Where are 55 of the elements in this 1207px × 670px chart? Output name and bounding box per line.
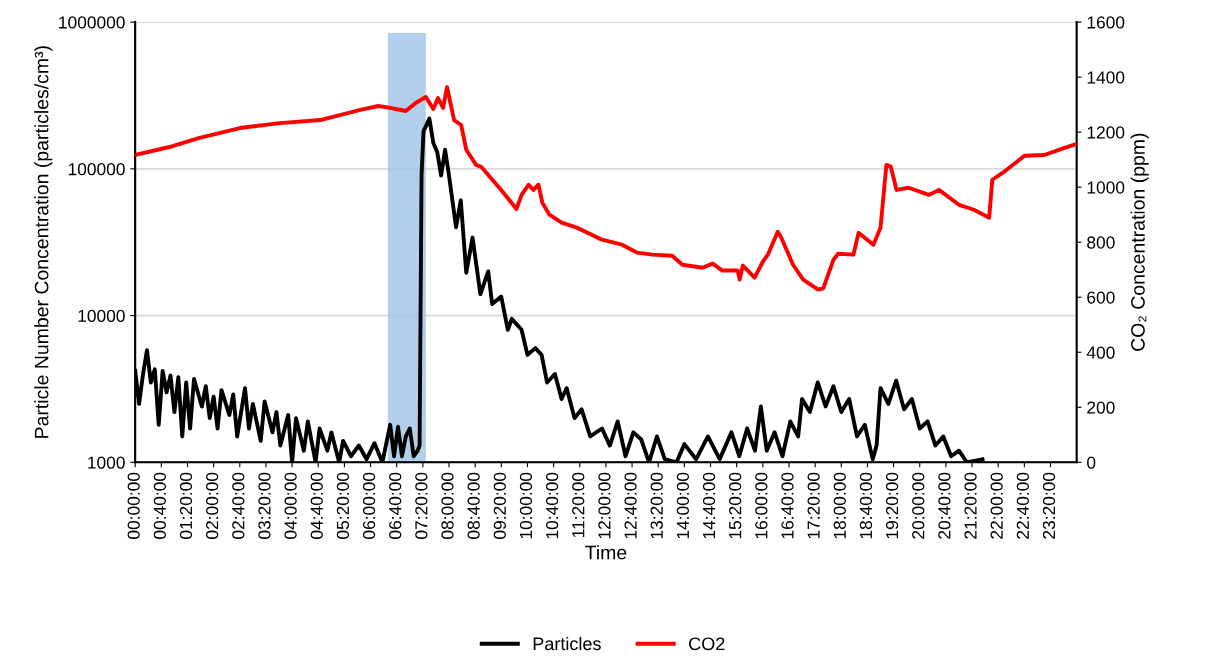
x-tick-label: 08:40:00	[467, 472, 480, 539]
x-tick-label: 06:40:00	[389, 472, 402, 539]
y2-tick-label: 1200	[1087, 126, 1125, 139]
y2-tick-label: 1000	[1087, 181, 1125, 194]
x-tick-label: 14:00:00	[676, 472, 690, 539]
y-tick-label: 10000	[78, 309, 125, 323]
x-tick-label: 09:20:00	[493, 472, 506, 539]
y2-tick-label: 200	[1087, 401, 1115, 414]
x-tick-label: 21:20:00	[964, 472, 977, 539]
y-tick-label: 100000	[68, 163, 125, 176]
x-tick-label: 20:40:00	[938, 472, 951, 539]
x-tick-label: 17:20:00	[807, 472, 820, 539]
x-tick-label: 22:00:00	[990, 472, 1003, 539]
y2-tick-label: 800	[1087, 236, 1115, 249]
legend-label: Particles	[533, 636, 601, 651]
x-tick-label: 12:40:00	[624, 472, 637, 539]
y2-tick-label: 1400	[1087, 71, 1125, 84]
x-tick-label: 15:20:00	[729, 472, 742, 539]
x-tick-label: 11:20:00	[572, 472, 585, 537]
x-tick-label: 05:20:00	[336, 472, 350, 539]
y2-tick-label: 1600	[1087, 16, 1125, 29]
x-tick-label: 02:40:00	[232, 472, 245, 539]
y2-tick-label: 0	[1087, 456, 1096, 469]
x-tick-label: 08:00:00	[441, 472, 454, 539]
x-tick-label: 07:20:00	[415, 472, 428, 539]
x-tick-label: 00:00:00	[127, 472, 140, 539]
x-tick-label: 04:00:00	[284, 472, 297, 539]
x-tick-label: 23:20:00	[1042, 472, 1056, 539]
y-tick-label: 1000	[88, 456, 125, 469]
legend-label: CO2	[689, 637, 725, 651]
y-axis-title: Particle Number Concentration (particles/cm³)	[34, 46, 53, 438]
x-tick-label: 13:20:00	[650, 472, 663, 539]
x-tick-label: 06:00:00	[362, 472, 376, 539]
x-tick-label: 00:40:00	[153, 472, 166, 539]
x-tick-label: 10:00:00	[519, 472, 533, 539]
x-tick-label: 02:00:00	[206, 472, 219, 539]
x-tick-label: 01:20:00	[179, 472, 193, 539]
x-tick-label: 19:20:00	[885, 472, 899, 539]
x-tick-label: 04:40:00	[310, 472, 323, 539]
x-tick-label: 14:40:00	[702, 472, 716, 539]
x-tick-label: 18:40:00	[859, 472, 873, 539]
x-tick-label: 16:40:00	[781, 472, 794, 539]
x-tick-label: 18:00:00	[833, 472, 846, 539]
x-tick-label: 12:00:00	[598, 472, 611, 539]
x-tick-label: 16:00:00	[755, 472, 768, 539]
x-tick-label: 10:40:00	[545, 472, 559, 539]
y-tick-label: 1000000	[59, 16, 125, 29]
y2-tick-label: 400	[1086, 346, 1115, 359]
y2-tick-label: 600	[1087, 291, 1115, 304]
x-tick-label: 22:40:00	[1016, 472, 1029, 539]
x-axis-title: Time	[585, 545, 627, 560]
y2-axis-title: CO₂ Concentration (ppm)	[1130, 133, 1149, 351]
x-tick-label: 03:20:00	[258, 472, 271, 539]
line-series	[135, 85, 1077, 292]
x-tick-label: 20:00:00	[912, 472, 925, 539]
